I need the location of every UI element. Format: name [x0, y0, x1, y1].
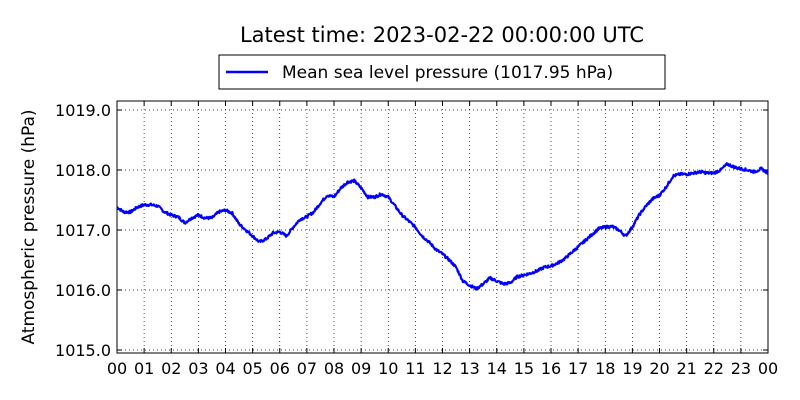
x-tick-label: 19: [622, 359, 642, 378]
x-tick-label: 13: [459, 359, 479, 378]
x-tick-label: 00: [107, 359, 127, 378]
x-tick-label: 10: [378, 359, 398, 378]
x-tick-label: 09: [351, 359, 371, 378]
x-tick-label: 16: [541, 359, 561, 378]
legend-box: [218, 54, 666, 90]
y-tick-label: 1018.0: [55, 161, 111, 180]
x-tick-label: 01: [134, 359, 154, 378]
x-tick-label: 03: [188, 359, 208, 378]
x-tick-label: 23: [731, 359, 751, 378]
y-tick-label: 1016.0: [55, 281, 111, 300]
series-group: [116, 162, 769, 291]
x-tick-label: 00: [758, 359, 778, 378]
legend-entry-label: Mean sea level pressure (1017.95 hPa): [282, 63, 613, 83]
x-tick-label: 20: [649, 359, 669, 378]
x-tick-label: 11: [405, 359, 425, 378]
x-tick-label: 08: [324, 359, 344, 378]
x-tick-label: 02: [161, 359, 181, 378]
x-tick-label: 21: [676, 359, 696, 378]
legend: Mean sea level pressure (1017.95 hPa): [218, 54, 666, 90]
x-tick-label: 14: [487, 359, 507, 378]
series-line: [116, 162, 769, 291]
x-tick-label: 17: [568, 359, 588, 378]
x-tick-label: 15: [514, 359, 534, 378]
y-tick-label: 1015.0: [55, 341, 111, 360]
x-tick-label: 18: [595, 359, 615, 378]
x-tick-label: 07: [297, 359, 317, 378]
y-tick-labels: 1015.0 1016.0 1017.0 1018.0 1019.0: [55, 101, 111, 360]
x-tick-labels: 00 01 02 03 04 05 06 07 08 09 10 11 12 13 14 15 16 17 18 19…: [107, 359, 778, 378]
x-tick-label: 04: [215, 359, 235, 378]
y-axis-label: Atmospheric pressure (hPa): [19, 109, 39, 344]
y-tick-label: 1019.0: [55, 101, 111, 120]
x-tick-label: 06: [270, 359, 290, 378]
ticks: [116, 101, 769, 353]
chart-title: Latest time: 2023-02-22 00:00:00 UTC: [240, 23, 644, 47]
x-tick-label: 12: [432, 359, 452, 378]
x-tick-label: 05: [242, 359, 262, 378]
y-tick-label: 1017.0: [55, 221, 111, 240]
x-tick-label: 22: [704, 359, 724, 378]
